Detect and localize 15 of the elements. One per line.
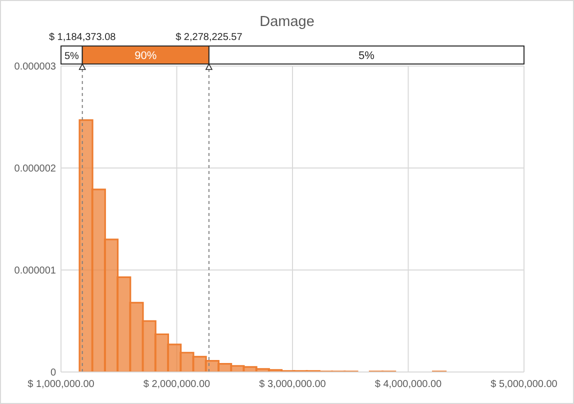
y-tick-label: 0.000003 xyxy=(14,62,56,73)
x-tick-label: $ 5,000,000.00 xyxy=(490,379,558,390)
text: 5% xyxy=(64,51,80,62)
text: 90% xyxy=(134,50,157,62)
y-tick-label: 0 xyxy=(50,368,56,379)
x-tick-label: $ 1,000,000.00 xyxy=(28,379,95,390)
y-tick-label: 0.000001 xyxy=(14,266,56,277)
chart-title: Damage xyxy=(258,14,316,30)
text: 5% xyxy=(358,50,375,62)
x-tick-label: $ 2,000,000.00 xyxy=(143,379,211,390)
x-tick-label: $ 3,000,000.00 xyxy=(259,379,326,390)
y-tick-label: 0.000002 xyxy=(14,164,56,175)
ref-line-label: $ 1,184,373.08 xyxy=(48,32,116,43)
ref-line-label: $ 2,278,225.57 xyxy=(176,32,243,43)
x-tick-label: $ 4,000,000.00 xyxy=(374,379,442,390)
